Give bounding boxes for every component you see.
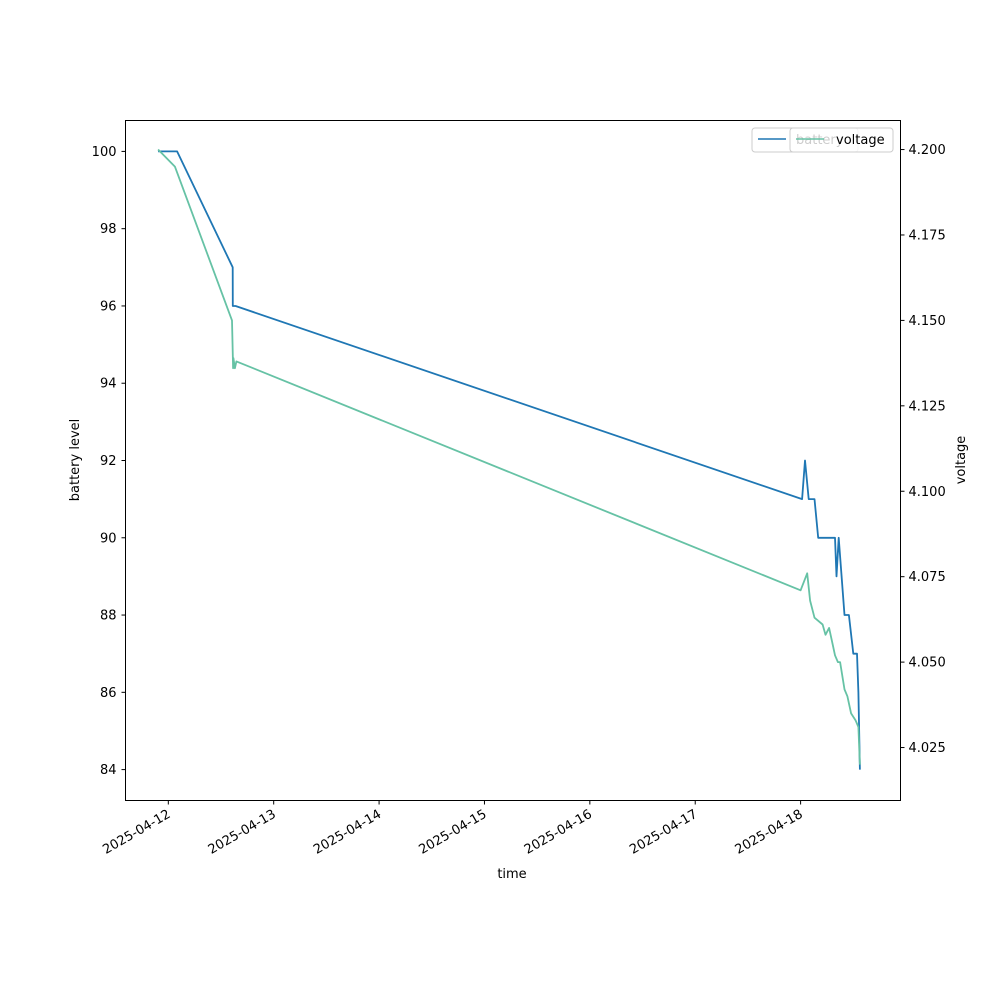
y-tick-label: 96 xyxy=(100,299,117,314)
y-tick-label: 100 xyxy=(92,145,117,160)
y2-tick-label: 4.025 xyxy=(909,741,946,756)
y2-tick-label: 4.150 xyxy=(909,314,946,329)
y2-tick-label: 4.125 xyxy=(909,399,946,414)
plot-lines xyxy=(157,148,861,770)
y-axis-label: battery level xyxy=(68,419,83,502)
y-tick-label: 88 xyxy=(100,609,117,624)
y2-tick-label: 4.200 xyxy=(909,143,946,158)
series-voltage-line xyxy=(157,148,861,765)
y-tick-label: 90 xyxy=(100,531,117,546)
y-axis-left: 84 86 88 90 92 94 96 98 100 xyxy=(92,145,126,778)
y2-tick-label: 4.075 xyxy=(909,570,946,585)
y-tick-label: 92 xyxy=(100,454,117,469)
y2-tick-label: 4.100 xyxy=(909,485,946,500)
series-battery-line xyxy=(158,150,861,770)
x-axis-label: time xyxy=(497,867,526,882)
y-axis-right: 4.025 4.050 4.075 4.100 4.125 4.150 4.175 4.200 xyxy=(900,143,946,756)
y-tick-label: 98 xyxy=(100,222,117,237)
y2-tick-label: 4.175 xyxy=(909,228,946,243)
legend-voltage: voltage xyxy=(789,127,894,153)
y2-axis-label: voltage xyxy=(954,436,969,485)
y-tick-label: 94 xyxy=(100,377,117,392)
legend-voltage-frame xyxy=(789,127,894,153)
y-tick-label: 86 xyxy=(100,686,117,701)
legend-voltage-label: voltage xyxy=(836,133,885,148)
y-tick-label: 84 xyxy=(100,763,117,778)
y2-tick-label: 4.050 xyxy=(909,656,946,671)
